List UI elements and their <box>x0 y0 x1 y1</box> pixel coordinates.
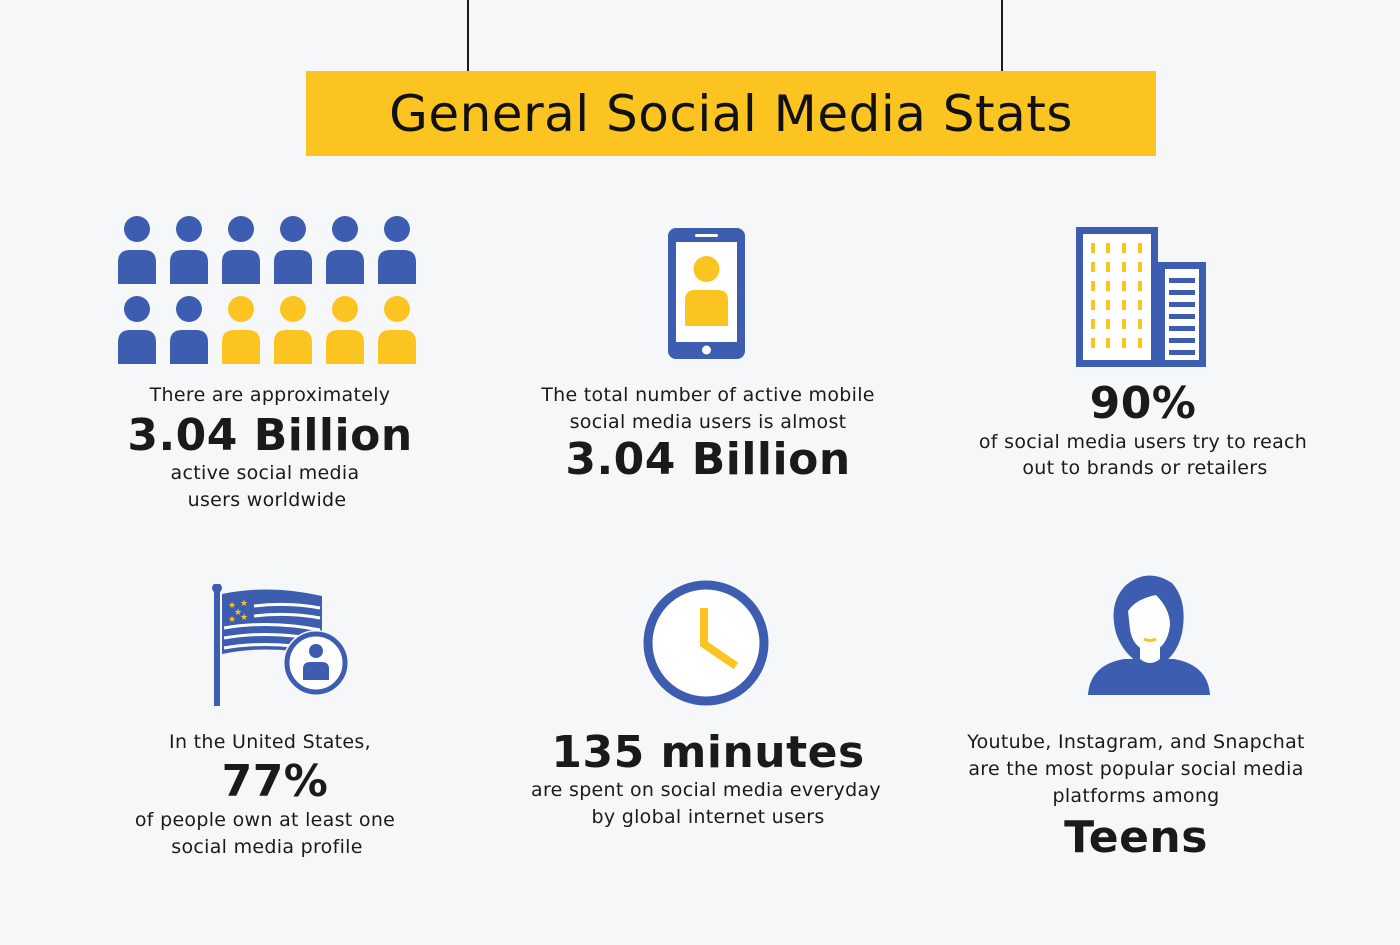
stat-2-lead-1: The total number of active mobile <box>541 384 875 406</box>
svg-text:★: ★ <box>228 615 236 625</box>
stat-1-tail-2: users worldwide <box>187 489 347 511</box>
stat-5-tail-1: are spent on social media everyday <box>531 779 881 801</box>
stat-1-value: 3.04 Billion <box>127 410 413 461</box>
stat-3-value: 90% <box>1089 378 1197 429</box>
stat-3-tail-1: of social media users try to reach <box>978 431 1308 453</box>
stat-6-value: Teens <box>1064 812 1208 863</box>
people-grid-icon <box>118 216 416 364</box>
svg-text:★: ★ <box>234 608 242 618</box>
clock-icon <box>643 580 769 706</box>
stat-4-tail-1: of people own at least one <box>134 809 396 831</box>
banner-hanger-right <box>1001 0 1003 72</box>
stat-5-tail-2: by global internet users <box>591 806 825 828</box>
woman-avatar-icon <box>1088 575 1210 695</box>
smartphone-user-icon <box>668 228 745 359</box>
stat-5-value: 135 minutes <box>551 727 865 778</box>
stat-1-lead: There are approximately <box>149 384 391 406</box>
stat-3-tail-2: out to brands or retailers <box>1022 457 1268 479</box>
title-banner: General Social Media Stats <box>306 71 1156 156</box>
stat-6-lead-3: platforms among <box>1052 785 1220 807</box>
svg-text:★: ★ <box>240 613 248 623</box>
stat-4-lead: In the United States, <box>169 731 371 753</box>
svg-text:★: ★ <box>240 599 248 609</box>
stat-2-value: 3.04 Billion <box>565 434 851 485</box>
stat-4-value: 77% <box>221 756 329 807</box>
stat-6-lead-2: are the most popular social media <box>968 758 1304 780</box>
stat-6-lead-1: Youtube, Instagram, and Snapchat <box>967 731 1305 753</box>
buildings-icon <box>1076 227 1206 367</box>
page-title: General Social Media Stats <box>389 84 1073 143</box>
stat-1-tail-1: active social media <box>170 462 360 484</box>
banner-hanger-left <box>467 0 469 72</box>
stat-4-tail-2: social media profile <box>171 836 363 858</box>
svg-text:★: ★ <box>228 601 236 611</box>
stat-2-lead-2: social media users is almost <box>569 411 847 433</box>
us-flag-user-icon: ★ ★ ★ ★ ★ <box>212 584 349 706</box>
